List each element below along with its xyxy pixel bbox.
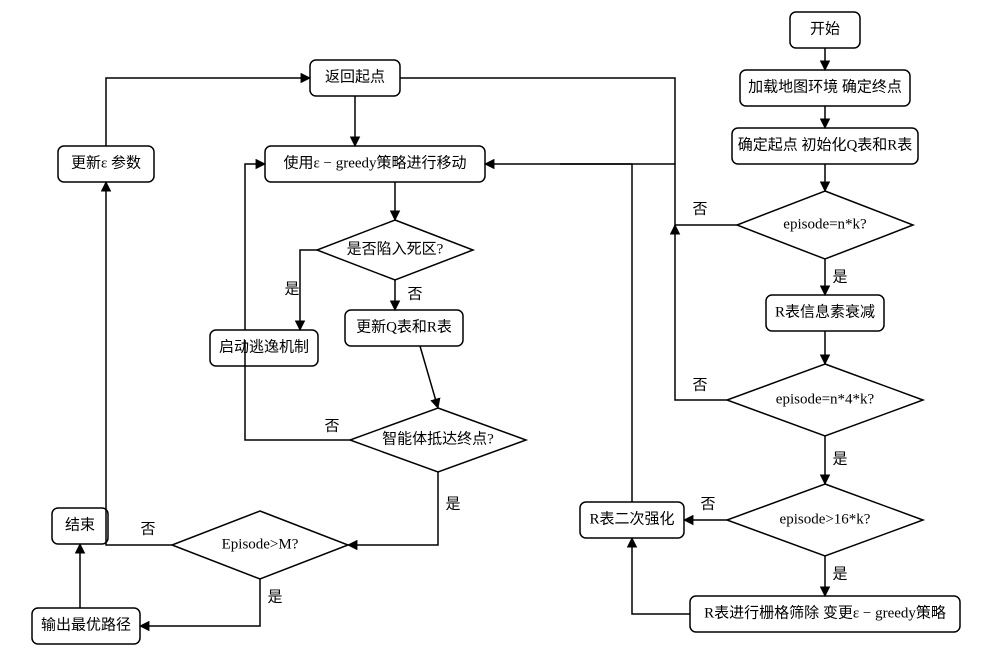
label-r-decay: R表信息素衰减 — [775, 303, 875, 320]
edge — [106, 182, 172, 545]
edge-label: 否 — [692, 377, 707, 393]
label-load-map: 加载地图环境 确定终点 — [748, 77, 902, 95]
edge-label: 是 — [267, 589, 282, 605]
label-r-reinforce: R表二次强化 — [589, 510, 674, 527]
edge — [300, 250, 317, 330]
edge — [245, 164, 265, 330]
label-d-n4k: episode=n*4*k? — [776, 391, 875, 407]
node-update-qr: 更新Q表和R表 — [345, 310, 463, 346]
edge-label: 否 — [140, 521, 155, 537]
edge — [675, 225, 727, 400]
node-d-dead: 是否陷入死区? — [317, 220, 473, 280]
label-init-qr: 确定起点 初始化Q表和R表 — [738, 136, 913, 153]
label-update-qr: 更新Q表和R表 — [356, 318, 452, 335]
node-d-arrive: 智能体抵达终点? — [350, 408, 526, 472]
node-load-map: 加载地图环境 确定终点 — [740, 70, 910, 106]
label-use-greedy: 使用ε − greedy策略进行移动 — [283, 154, 466, 171]
label-d-epM: Episode>M? — [222, 536, 299, 552]
edge-label: 否 — [324, 418, 339, 434]
node-output: 输出最优路径 — [32, 608, 140, 644]
edge — [632, 538, 690, 614]
node-init-qr: 确定起点 初始化Q表和R表 — [732, 128, 918, 164]
label-d-arrive: 智能体抵达终点? — [382, 429, 494, 447]
edge-label: 是 — [832, 269, 847, 285]
label-escape: 启动逃逸机制 — [219, 338, 309, 355]
node-use-greedy: 使用ε − greedy策略进行移动 — [265, 146, 485, 182]
label-return-start: 返回起点 — [325, 68, 385, 85]
edge — [106, 78, 310, 146]
node-d-nk: episode=n*k? — [737, 191, 913, 259]
edge-label: 否 — [407, 286, 422, 302]
node-escape: 启动逃逸机制 — [210, 330, 318, 366]
edge — [420, 346, 438, 408]
node-start: 开始 — [790, 12, 860, 48]
node-d-epM: Episode>M? — [172, 511, 348, 579]
edge-label: 否 — [700, 496, 715, 512]
node-r-decay: R表信息素衰减 — [766, 295, 884, 331]
node-update-eps: 更新ε 参数 — [58, 146, 154, 182]
label-update-eps: 更新ε 参数 — [71, 154, 141, 171]
label-r-filter: R表进行栅格筛除 变更ε − greedy策略 — [704, 604, 946, 621]
node-end: 结束 — [52, 508, 108, 544]
label-d-16k: episode>16*k? — [780, 511, 871, 527]
flowchart-canvas: 开始 加载地图环境 确定终点 确定起点 初始化Q表和R表 episode=n*k… — [0, 0, 1000, 671]
label-start: 开始 — [810, 20, 840, 37]
edge — [140, 579, 260, 626]
node-return-start: 返回起点 — [310, 60, 400, 96]
node-d-n4k: episode=n*4*k? — [727, 364, 923, 436]
edge-label: 是 — [445, 496, 460, 512]
label-d-dead: 是否陷入死区? — [347, 240, 444, 257]
edge-label: 是 — [284, 281, 299, 297]
edge — [348, 472, 438, 545]
edge-label: 是 — [832, 451, 847, 467]
label-end: 结束 — [65, 516, 95, 533]
edge-label: 是 — [832, 566, 847, 582]
edge — [560, 164, 632, 502]
label-output: 输出最优路径 — [41, 616, 131, 633]
edge-label: 否 — [692, 201, 707, 217]
node-r-filter: R表进行栅格筛除 变更ε − greedy策略 — [690, 596, 960, 632]
node-r-reinforce: R表二次强化 — [580, 502, 684, 538]
label-d-nk: episode=n*k? — [783, 216, 867, 232]
node-d-16k: episode>16*k? — [727, 484, 923, 556]
